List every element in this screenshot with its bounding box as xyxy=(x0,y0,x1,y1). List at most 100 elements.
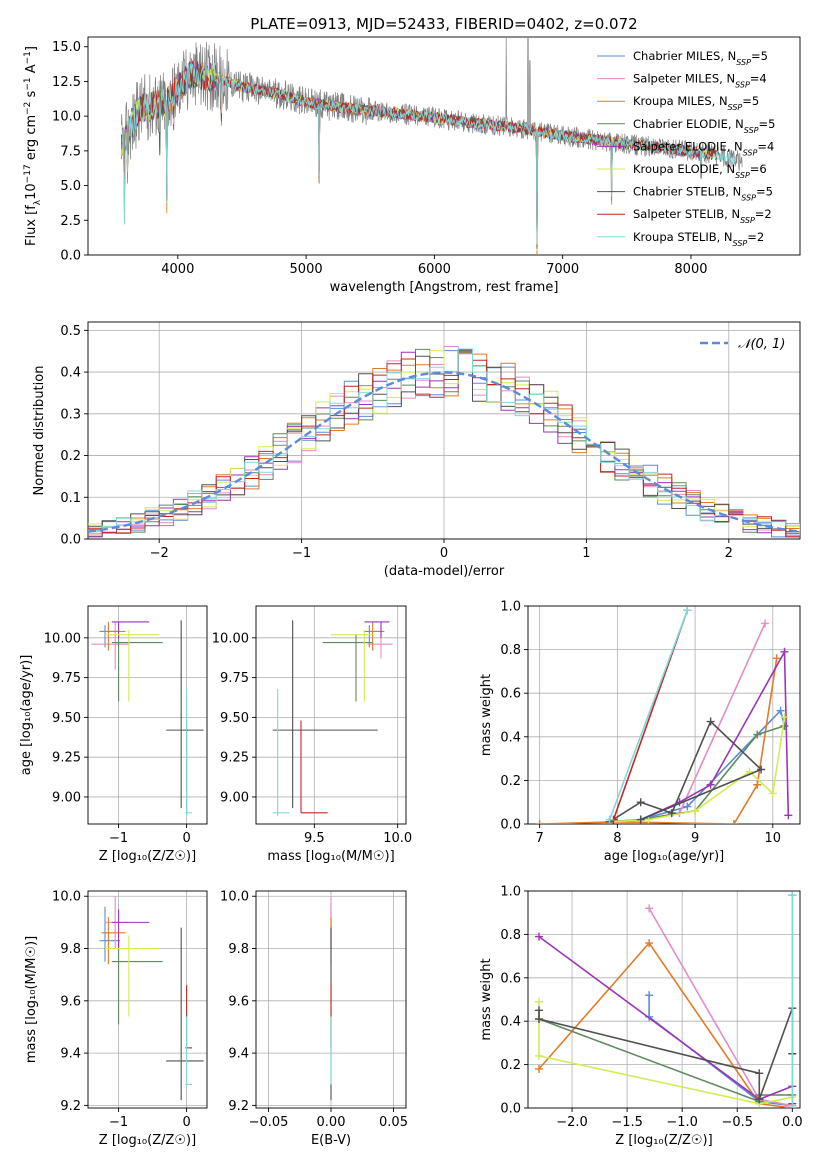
y-tick-label: 0.0 xyxy=(500,1102,521,1117)
weight-marker xyxy=(780,647,789,656)
x-tick-label: 7000 xyxy=(546,262,579,277)
mass-vs-Z-points xyxy=(99,896,204,1101)
y-tick-label: 0.2 xyxy=(500,1058,521,1073)
y-tick-label: 9.00 xyxy=(52,790,81,805)
x-tick-label: −1.0 xyxy=(666,1115,698,1130)
weight-vs-age-axes: 7 8 9 10 0.0 0.2 0.4 0.6 0.8 1.0 age [log₁₀(age/yr… xyxy=(479,600,801,864)
weight-marker xyxy=(535,997,544,1006)
y-tick-label: 0.2 xyxy=(60,449,81,464)
x-tick-label: 9.5 xyxy=(304,831,325,846)
x-tick-label: −1 xyxy=(109,1115,128,1130)
weight-marker xyxy=(535,932,544,941)
spectrum-legend: Chabrier MILES, NSSP=5 Salpeter MILES, NS… xyxy=(597,49,775,247)
y-tick-label: 0.6 xyxy=(500,971,521,986)
y-tick-label: 0.0 xyxy=(500,818,521,833)
y-tick-label: 9.75 xyxy=(52,671,81,686)
age-vs-mass-axes: 9.5 10.0 9.00 9.25 9.50 9.75 10.00 mass [log₁₀(… xyxy=(212,605,412,864)
axes-frame xyxy=(87,605,208,825)
weight-marker xyxy=(706,717,715,726)
weight-marker xyxy=(776,706,785,715)
y-tick-label: 0.4 xyxy=(500,730,521,745)
weight-marker xyxy=(706,780,715,789)
y-tick-label: 7.5 xyxy=(60,144,81,159)
x-tick-label: 0 xyxy=(440,546,448,561)
y-tick-label: 1.0 xyxy=(500,885,521,900)
y-axis-label: Flux [fλ10−17 erg cm−2 s−1 A−1] xyxy=(23,46,43,246)
weight-marker xyxy=(757,765,766,774)
y-tick-label: 9.2 xyxy=(228,1099,249,1114)
x-tick-label: −1 xyxy=(292,546,311,561)
weight-marker xyxy=(761,619,770,628)
weight-marker xyxy=(645,939,654,948)
axes-frame xyxy=(255,890,407,1109)
y-tick-label: 10.0 xyxy=(220,890,249,905)
legend-entry: Chabrier MILES, NSSP=5 xyxy=(633,49,768,67)
legend-entry: Salpeter ELODIE, NSSP=4 xyxy=(633,139,774,157)
weight-marker xyxy=(753,780,762,789)
y-tick-label: 0.3 xyxy=(60,407,81,422)
y-tick-label: 0.1 xyxy=(60,491,81,506)
y-tick-label: 9.8 xyxy=(228,942,249,957)
y-tick-label: 0.6 xyxy=(500,687,521,702)
x-tick-label: 6000 xyxy=(418,262,451,277)
weight-marker xyxy=(535,820,544,824)
weight-marker xyxy=(784,811,793,820)
weight-marker xyxy=(535,1064,544,1073)
x-tick-label: −0.05 xyxy=(249,1115,289,1130)
x-tick-label: 9 xyxy=(691,831,699,846)
mass-vs-Z-axes: −1 0 9.2 9.4 9.6 9.8 10.0 Z [log₁₀(Z/Z☉)] mass [… xyxy=(24,890,208,1148)
axes-frame xyxy=(255,605,407,825)
x-axis-label: wavelength [Angstrom, rest frame] xyxy=(330,280,559,295)
y-tick-label: 9.25 xyxy=(220,751,249,766)
weight-line xyxy=(539,658,778,824)
y-tick-label: 9.4 xyxy=(228,1047,249,1062)
y-tick-label: 9.6 xyxy=(228,994,249,1009)
weight-marker xyxy=(535,1006,544,1015)
x-tick-label: 4000 xyxy=(161,262,194,277)
normal-curve xyxy=(88,371,800,533)
y-tick-label: 0.0 xyxy=(60,249,81,264)
legend-entry: 𝒩(0, 1) xyxy=(738,337,785,352)
y-axis-label: mass weight xyxy=(479,958,494,1040)
y-tick-label: 0.8 xyxy=(500,643,521,658)
weight-marker xyxy=(768,789,777,798)
y-axis-label: mass weight xyxy=(479,674,494,756)
age-vs-Z-points xyxy=(91,620,204,817)
x-tick-label: 0.05 xyxy=(379,1115,408,1130)
residual-histogram xyxy=(88,346,800,534)
spectrum-axes: 4000 5000 6000 7000 8000 0.0 2.5 5.0 7.5 10.0 12.5… xyxy=(52,36,801,295)
legend-entry: Kroupa STELIB, NSSP=2 xyxy=(633,230,764,248)
weight-line xyxy=(538,1007,794,1100)
weight-marker xyxy=(605,815,614,824)
residual-histogram xyxy=(88,348,800,536)
y-tick-label: 9.25 xyxy=(52,751,81,766)
y-tick-label: 9.50 xyxy=(52,711,81,726)
y-tick-label: 9.75 xyxy=(220,671,249,686)
x-tick-label: 7 xyxy=(536,831,544,846)
weight-marker xyxy=(645,991,654,1000)
legend-entry: Chabrier STELIB, NSSP=5 xyxy=(633,185,773,203)
y-tick-label: 10.00 xyxy=(212,631,249,646)
weight-line xyxy=(538,941,793,1108)
y-tick-label: 0.2 xyxy=(500,774,521,789)
x-axis-label: age [log₁₀(age/yr)] xyxy=(604,849,725,864)
weight-marker xyxy=(683,802,692,811)
x-axis-label: Z [log₁₀(Z/Z☉)] xyxy=(99,1133,196,1148)
weight-marker xyxy=(535,1015,544,1024)
legend-entry: Kroupa ELODIE, NSSP=6 xyxy=(633,162,767,180)
x-tick-label: −1.5 xyxy=(611,1115,643,1130)
y-tick-label: 1.0 xyxy=(500,600,521,615)
x-tick-label: 8 xyxy=(613,831,621,846)
x-tick-label: 8000 xyxy=(674,262,707,277)
weight-marker xyxy=(729,820,738,824)
x-tick-label: −2.0 xyxy=(556,1115,588,1130)
y-axis-label: mass [log₁₀(M/M☉)] xyxy=(24,936,39,1063)
weight-marker xyxy=(636,815,645,824)
x-axis-label: Z [log₁₀(Z/Z☉)] xyxy=(99,849,196,864)
x-axis-label: (data-model)/error xyxy=(384,564,505,579)
y-tick-label: 10.0 xyxy=(52,890,81,905)
weight-vs-Z-axes: −2.0 −1.5 −1.0 −0.5 0.0 0.0 0.2 0.4 0.6 0.8 1.0 Z [… xyxy=(479,885,803,1149)
x-tick-label: −2 xyxy=(150,546,169,561)
legend-entry: Kroupa MILES, NSSP=5 xyxy=(633,94,759,112)
